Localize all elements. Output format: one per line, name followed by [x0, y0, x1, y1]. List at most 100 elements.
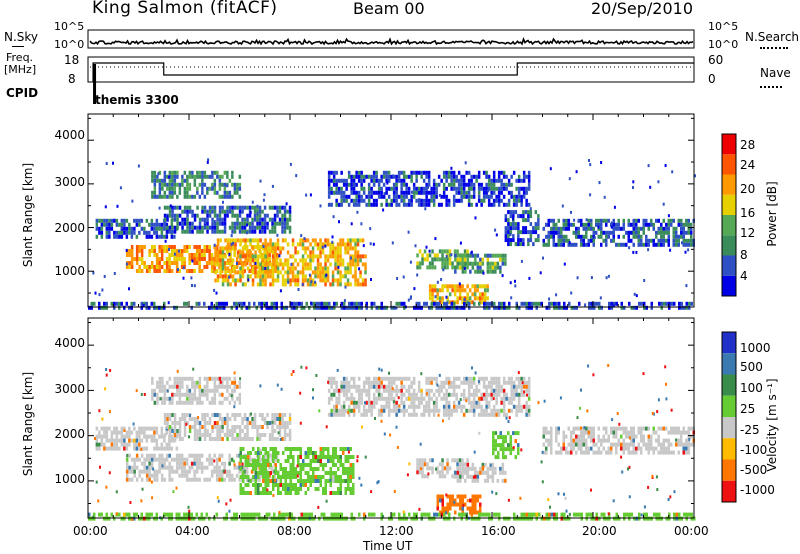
velocity-cell: [272, 459, 275, 463]
power-cell: [271, 205, 274, 210]
power-cell: [143, 261, 146, 265]
power-cell: [557, 226, 560, 231]
power-cell-scatter: [647, 248, 650, 252]
power-cell: [300, 305, 303, 310]
velocity-cell: [226, 429, 229, 433]
velocity-cell: [312, 459, 315, 463]
velocity-cell: [481, 470, 485, 475]
velocity-cell: [597, 426, 600, 431]
power-cell: [195, 249, 199, 253]
velocity-cell: [135, 434, 139, 439]
velocity-cell: [467, 396, 471, 401]
power-cell: [508, 305, 511, 310]
power-cell: [418, 261, 422, 266]
power-cell: [512, 202, 516, 207]
velocity-cell: [476, 494, 479, 499]
velocity-cell: [512, 384, 516, 389]
power-cell: [360, 174, 363, 179]
velocity-cell: [515, 388, 518, 393]
velocity-cell: [275, 477, 279, 482]
velocity-cell: [486, 466, 490, 471]
power-cell: [163, 174, 167, 179]
power-cell: [453, 288, 457, 293]
velocity-cell: [427, 392, 431, 397]
power-cell: [337, 190, 341, 195]
velocity-cell: [287, 483, 290, 487]
power-cell: [265, 253, 269, 257]
power-cell: [627, 218, 630, 223]
power-cell: [680, 301, 683, 306]
power-cell: [278, 217, 282, 222]
power-cell: [335, 178, 338, 183]
velocity-cell: [349, 455, 352, 459]
velocity-cell: [352, 412, 356, 417]
power-cell: [456, 296, 459, 301]
power-cell: [120, 230, 124, 235]
velocity-cell: [138, 438, 141, 443]
power-cell-scatter: [207, 158, 210, 162]
power-cell-scatter: [687, 248, 690, 252]
velocity-cell: [449, 506, 452, 511]
power-cell: [418, 249, 422, 254]
velocity-cell: [243, 437, 247, 441]
power-cell: [580, 242, 583, 247]
power-cell: [351, 238, 355, 243]
velocity-cell: [125, 442, 129, 447]
velocity-cell: [370, 400, 373, 405]
power-cell: [357, 174, 361, 179]
power-cell: [173, 245, 176, 249]
power-cell: [552, 218, 555, 223]
velocity-cell: [138, 442, 141, 447]
power-cell: [632, 222, 635, 227]
velocity-cell: [525, 388, 528, 393]
power-cell: [280, 301, 283, 306]
power-cell-scatter: [360, 222, 363, 226]
velocity-cell: [178, 425, 182, 429]
power-cell: [259, 250, 262, 255]
power-cell: [213, 213, 217, 218]
velocity-cell: [267, 459, 270, 463]
velocity-cell: [240, 465, 244, 470]
power-cell: [638, 301, 641, 306]
power-cell: [238, 194, 242, 199]
power-cell: [431, 296, 434, 301]
power-cell: [410, 170, 413, 175]
velocity-cell: [332, 451, 335, 455]
power-cell: [512, 170, 516, 175]
velocity-cell: [418, 462, 422, 467]
power-cell: [431, 257, 434, 262]
velocity-cell: [279, 475, 282, 479]
power-cell: [346, 250, 350, 255]
velocity-cell: [186, 413, 189, 417]
velocity-cell: [247, 459, 250, 463]
velocity-cell: [304, 479, 307, 483]
velocity-cell: [347, 384, 351, 389]
power-cell: [168, 205, 172, 210]
power-cell: [335, 186, 338, 191]
power-cell: [344, 270, 347, 275]
velocity-cell: [196, 433, 199, 437]
power-cell: [495, 305, 498, 310]
power-cell: [95, 226, 99, 231]
power-cell: [324, 270, 327, 275]
velocity-cell: [276, 413, 279, 417]
power-cell: [650, 301, 653, 306]
power-cell: [458, 305, 461, 310]
power-cell: [163, 301, 166, 306]
velocity-cell: [223, 421, 227, 425]
velocity-cell: [615, 434, 618, 439]
velocity-cell: [307, 455, 310, 459]
velocity-cell: [486, 474, 490, 479]
velocity-cell: [500, 396, 503, 401]
power-cell: [256, 221, 259, 226]
power-cell: [336, 258, 340, 263]
power-cell: [464, 269, 467, 274]
power-cell: [238, 221, 242, 226]
power-cell: [670, 218, 673, 223]
power-cell: [567, 226, 570, 231]
power-cell: [647, 222, 650, 227]
velocity-cell: [440, 388, 443, 393]
velocity-cell: [407, 412, 411, 417]
power-cell: [248, 301, 251, 306]
velocity-cell: [426, 462, 429, 467]
